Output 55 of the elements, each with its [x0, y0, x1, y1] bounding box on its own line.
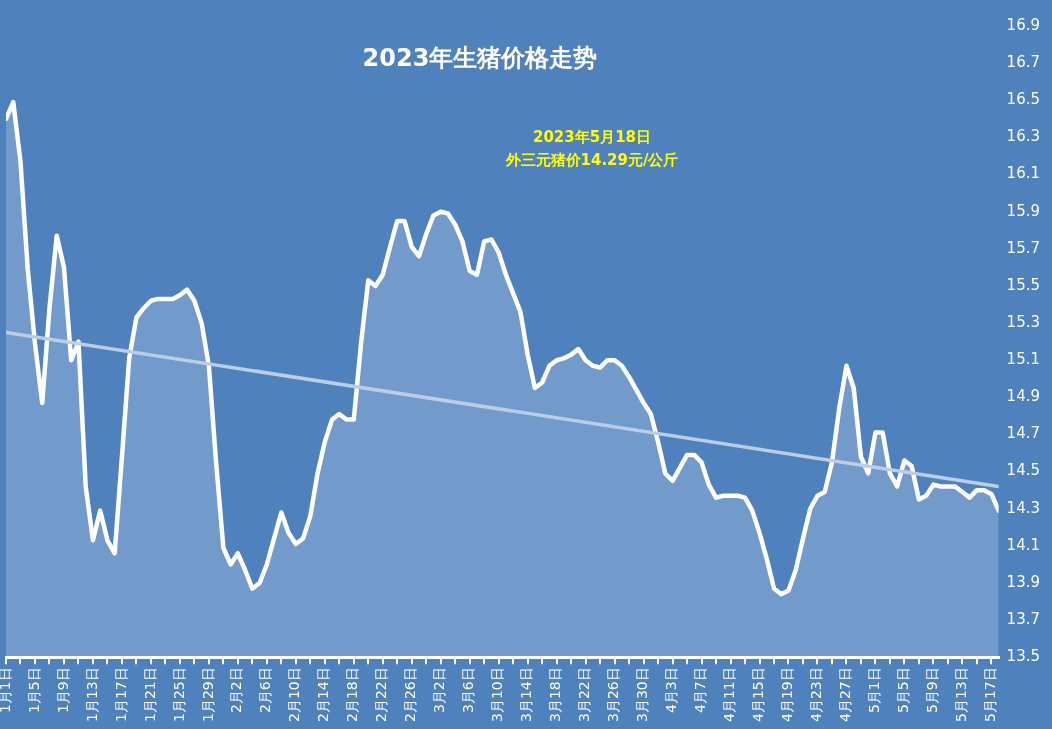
y-tick-label: 16.9: [1006, 15, 1041, 34]
y-tick-label: 15.9: [1006, 201, 1041, 220]
x-tick-label: 2月22日: [373, 667, 390, 723]
y-tick-label: 14.3: [1006, 498, 1041, 517]
y-tick-label: 16.3: [1006, 127, 1041, 146]
x-tick-label: 4月23日: [808, 667, 825, 723]
x-tick-label: 5月1日: [866, 667, 883, 714]
x-tick-label: 2月14日: [315, 667, 332, 723]
y-tick-label: 13.7: [1006, 610, 1041, 629]
x-tick-label: 3月10日: [489, 667, 506, 723]
x-tick-label: 4月19日: [779, 667, 796, 723]
x-tick-label: 3月26日: [605, 667, 622, 723]
y-tick-label: 16.5: [1006, 90, 1041, 109]
x-tick-label: 2月2日: [228, 667, 245, 714]
y-tick-label: 16.7: [1006, 53, 1041, 72]
x-tick-label: 2月6日: [257, 667, 274, 714]
x-tick-label: 4月15日: [750, 667, 767, 723]
x-tick-label: 1月9日: [54, 667, 71, 714]
annotation: 外三元猪价14.29元/公斤: [504, 150, 679, 169]
y-tick-label: 16.1: [1006, 164, 1041, 183]
x-tick-label: 3月30日: [634, 667, 651, 723]
y-tick-label: 15.7: [1006, 238, 1041, 257]
x-tick-label: 1月5日: [25, 667, 42, 714]
y-tick-label: 14.5: [1006, 461, 1041, 480]
x-tick-label: 1月21日: [141, 667, 158, 723]
x-tick-label: 1月13日: [83, 667, 100, 723]
y-tick-label: 13.9: [1006, 572, 1041, 591]
x-tick-label: 4月7日: [692, 667, 709, 714]
x-tick-label: 1月17日: [112, 667, 129, 723]
x-tick-label: 5月5日: [895, 667, 912, 714]
x-tick-label: 5月9日: [924, 667, 941, 714]
y-tick-label: 14.9: [1006, 387, 1041, 406]
x-tick-label: 3月22日: [576, 667, 593, 723]
x-tick-label: 4月27日: [837, 667, 854, 723]
x-tick-label: 3月6日: [460, 667, 477, 714]
x-tick-label: 3月14日: [518, 667, 535, 723]
y-tick-label: 14.7: [1006, 424, 1041, 443]
y-tick-label: 13.5: [1006, 647, 1041, 666]
x-tick-label: 3月2日: [431, 667, 448, 714]
x-tick-label: 5月13日: [953, 667, 970, 723]
annotation: 2023年5月18日: [532, 127, 652, 146]
x-tick-label: 1月29日: [199, 667, 216, 723]
x-tick-label: 4月11日: [721, 667, 738, 723]
x-tick-label: 3月18日: [547, 667, 564, 723]
y-tick-label: 14.1: [1006, 535, 1041, 554]
text: 2023年生猪价格走势: [362, 44, 598, 73]
x-tick-label: 1月25日: [170, 667, 187, 723]
x-tick-label: 2月10日: [286, 667, 303, 723]
x-tick-label: 5月17日: [982, 667, 998, 723]
x-tick-label: 2月18日: [344, 667, 361, 723]
y-tick-label: 15.3: [1006, 312, 1041, 331]
y-tick-label: 15.1: [1006, 350, 1041, 369]
y-tick-label: 15.5: [1006, 275, 1041, 294]
x-tick-label: 2月26日: [402, 667, 419, 723]
x-tick-label: 4月3日: [663, 667, 680, 714]
